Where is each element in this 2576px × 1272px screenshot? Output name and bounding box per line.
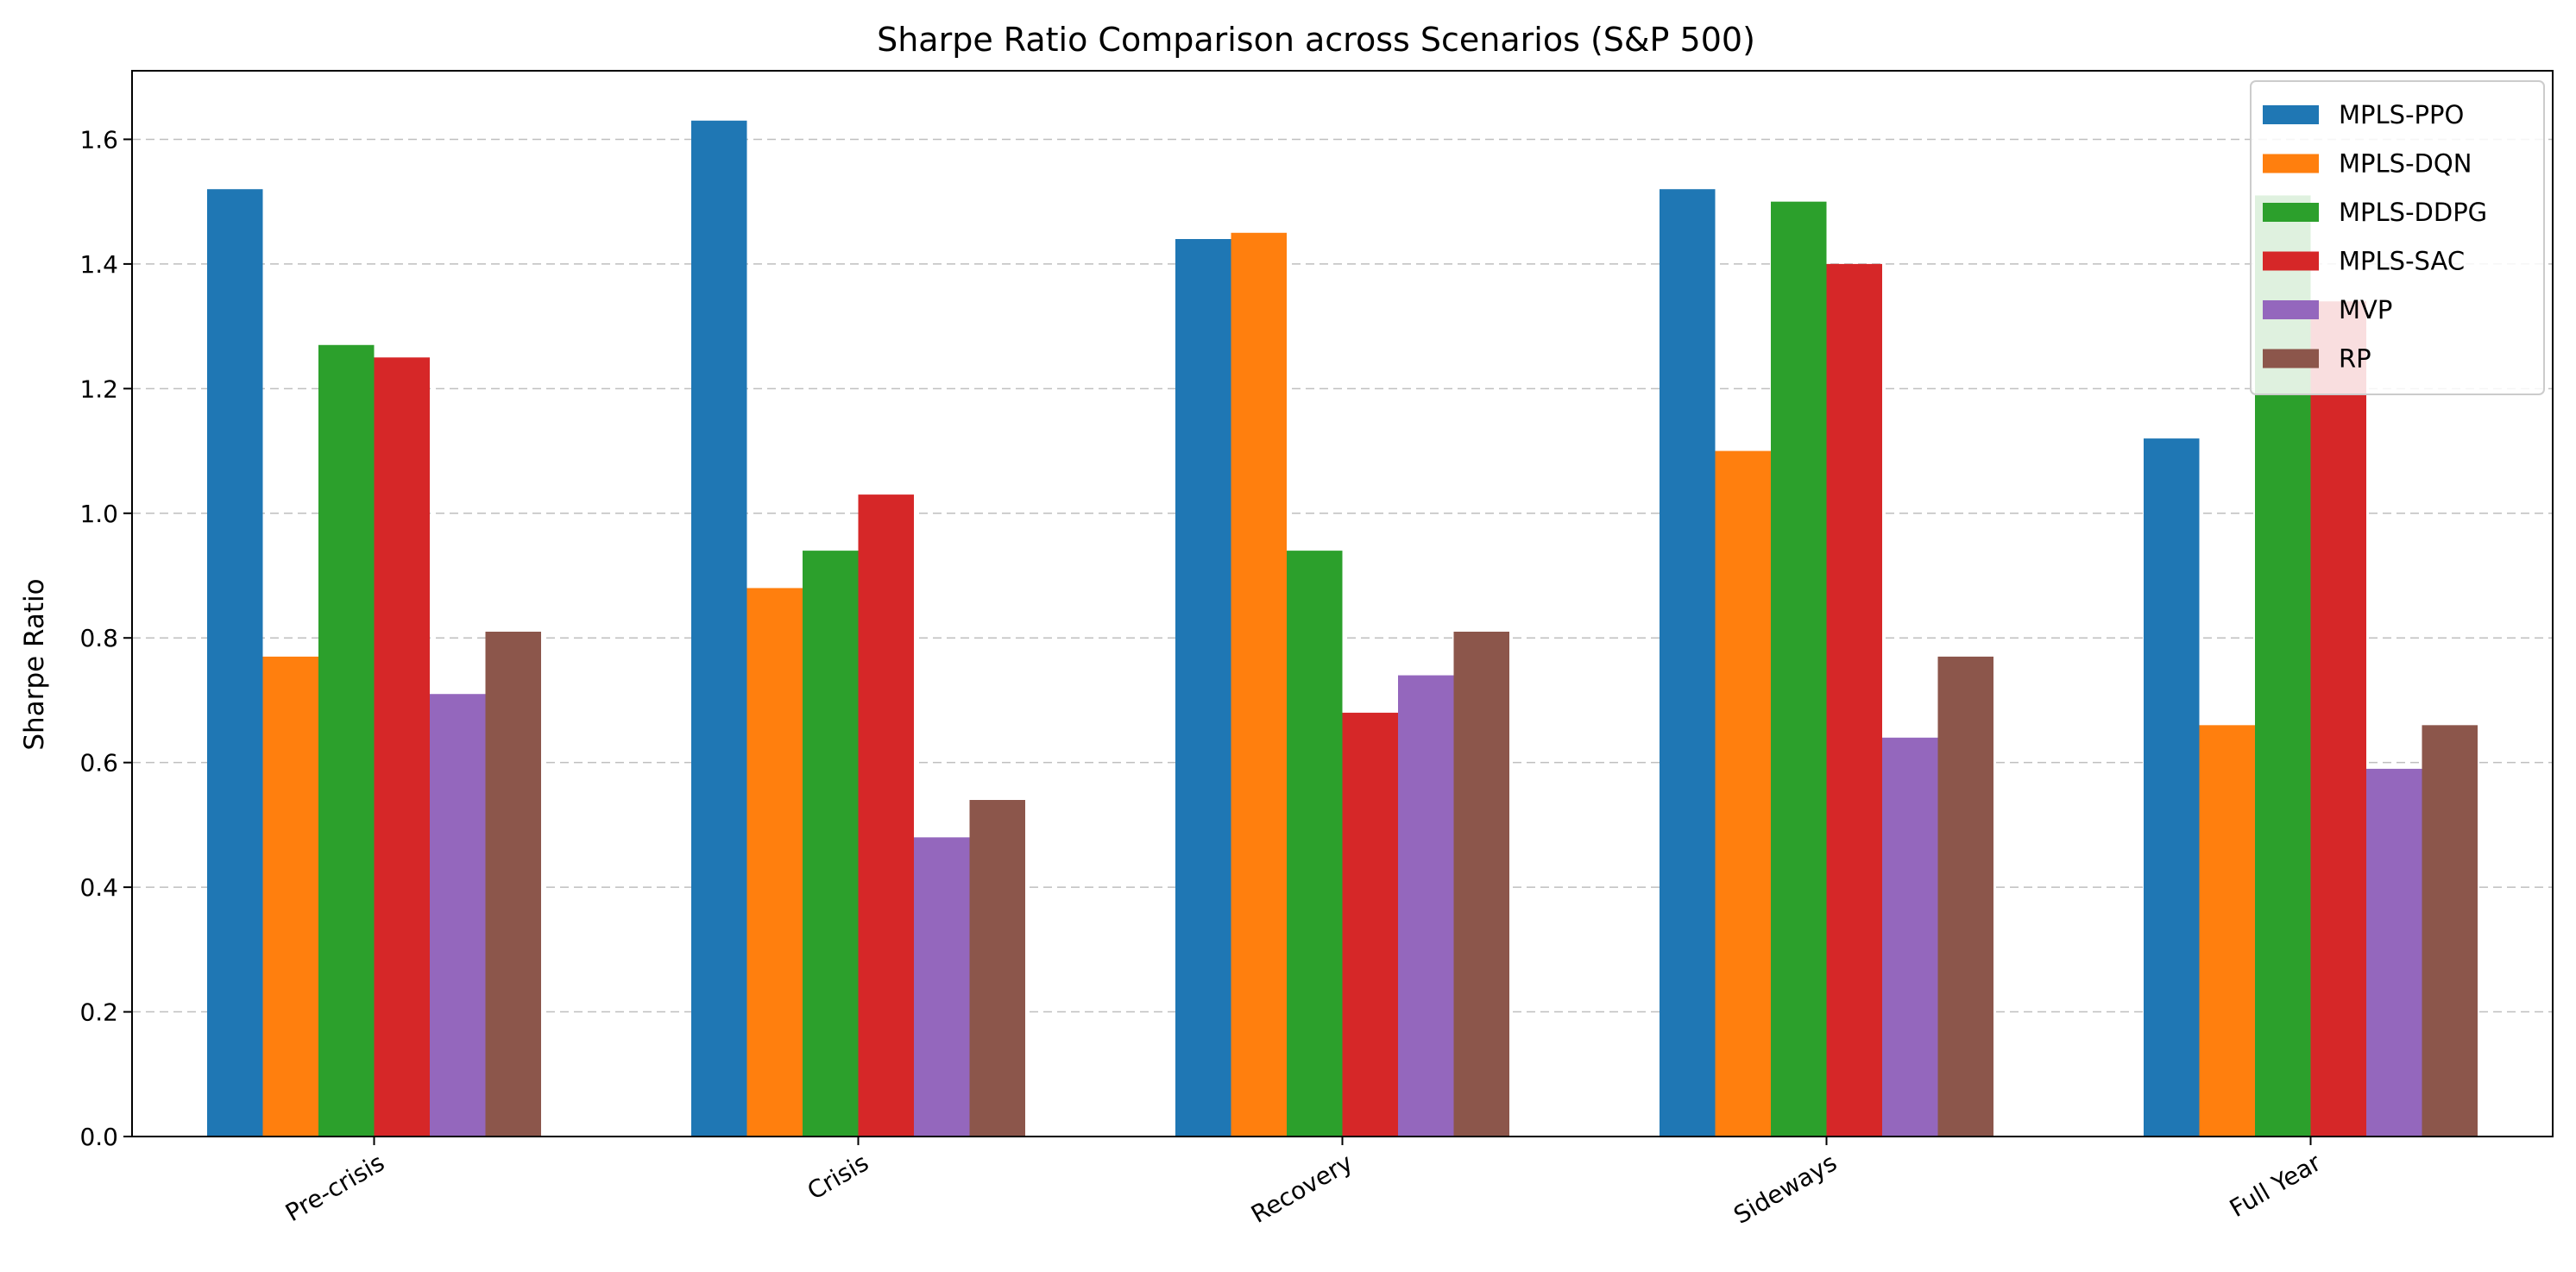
x-tick-label: Full Year bbox=[2225, 1148, 2326, 1223]
bar bbox=[262, 656, 318, 1137]
bar bbox=[1937, 656, 1993, 1137]
y-axis-ticks: 0.0 0.2 0.4 0.6 0.8 1.0 1.2 1.4 1.6 bbox=[79, 125, 132, 1151]
bar bbox=[1175, 239, 1231, 1137]
y-tick-label: 0.4 bbox=[79, 873, 118, 902]
x-tick-label: Pre-crisis bbox=[280, 1148, 389, 1227]
x-tick-label: Crisis bbox=[803, 1148, 873, 1205]
bar bbox=[430, 694, 486, 1137]
bar bbox=[2422, 725, 2478, 1137]
legend-label: MPLS-PPO bbox=[2339, 100, 2464, 129]
bar bbox=[746, 588, 803, 1137]
legend-label: MVP bbox=[2339, 295, 2392, 324]
bar bbox=[374, 357, 430, 1137]
bar bbox=[1660, 189, 1716, 1137]
y-tick-label: 0.2 bbox=[79, 998, 118, 1027]
y-axis-label: Sharpe Ratio bbox=[19, 578, 50, 750]
y-tick-label: 1.4 bbox=[79, 250, 118, 279]
y-tick-label: 1.0 bbox=[79, 500, 118, 528]
bar bbox=[1882, 737, 1938, 1137]
legend-box bbox=[2250, 80, 2545, 395]
bar bbox=[207, 189, 263, 1137]
bar bbox=[2310, 301, 2366, 1137]
bar bbox=[2366, 768, 2422, 1137]
y-tick-label: 1.6 bbox=[79, 125, 118, 154]
x-tick-label: Recovery bbox=[1246, 1148, 1357, 1228]
bar bbox=[858, 494, 914, 1137]
legend-label: RP bbox=[2339, 344, 2371, 374]
bar bbox=[969, 800, 1025, 1137]
legend-label: MPLS-DDPG bbox=[2339, 198, 2487, 227]
x-axis-ticks: Pre-crisis Crisis Recovery Sideways Full Yea… bbox=[280, 1137, 2326, 1230]
legend: MPLS-PPO MPLS-DQN MPLS-DDPG MPLS-SAC MVP RP bbox=[2250, 80, 2545, 395]
bar bbox=[1287, 551, 1343, 1137]
legend-swatch bbox=[2263, 203, 2319, 222]
bar bbox=[1342, 712, 1398, 1137]
bar bbox=[1453, 632, 1509, 1137]
chart-title: Sharpe Ratio Comparison across Scenarios… bbox=[877, 21, 1755, 59]
legend-label: MPLS-DQN bbox=[2339, 149, 2472, 179]
bar bbox=[485, 632, 541, 1137]
legend-swatch bbox=[2263, 154, 2319, 173]
bar bbox=[2144, 438, 2200, 1137]
bar bbox=[1826, 263, 1882, 1137]
bar bbox=[318, 344, 375, 1137]
y-tick-label: 0.8 bbox=[79, 624, 118, 652]
x-tick-label: Sideways bbox=[1729, 1148, 1842, 1229]
y-tick-label: 0.0 bbox=[79, 1123, 118, 1151]
bar bbox=[914, 837, 970, 1137]
legend-swatch bbox=[2263, 349, 2319, 368]
bar bbox=[1231, 232, 1287, 1137]
bar bbox=[691, 120, 747, 1137]
bar bbox=[1398, 675, 1454, 1137]
bar bbox=[1715, 450, 1771, 1137]
y-tick-label: 1.2 bbox=[79, 375, 118, 403]
bar bbox=[2199, 725, 2255, 1137]
legend-label: MPLS-SAC bbox=[2339, 247, 2465, 276]
y-tick-label: 0.6 bbox=[79, 749, 118, 778]
legend-swatch bbox=[2263, 251, 2319, 271]
bar bbox=[1771, 201, 1827, 1137]
legend-swatch bbox=[2263, 105, 2319, 124]
bars bbox=[207, 120, 2478, 1137]
bar bbox=[803, 551, 859, 1137]
legend-swatch bbox=[2263, 300, 2319, 319]
